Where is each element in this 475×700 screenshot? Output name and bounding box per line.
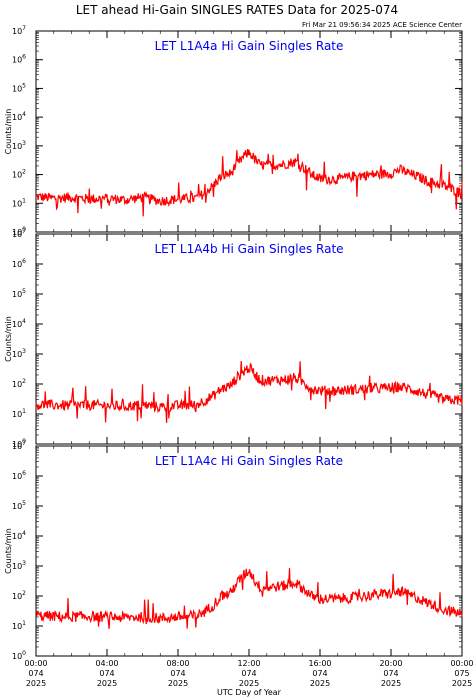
y-tick-exponent: 3: [22, 560, 26, 567]
y-tick-label: 100: [12, 438, 26, 449]
y-tick-exponent: 0: [22, 650, 26, 657]
y-tick-exponent: 5: [22, 288, 26, 295]
x-tick-label: 2025: [452, 679, 472, 688]
y-tick-exponent: 4: [22, 318, 26, 325]
y-tick-label: 105: [12, 500, 26, 511]
y-axis-label: Counts/min: [4, 109, 13, 155]
x-tick-label: 2025: [381, 679, 401, 688]
y-tick-label: 105: [12, 82, 26, 93]
y-tick-exponent: 4: [22, 111, 26, 118]
y-tick-exponent: 6: [22, 258, 26, 265]
series-line: [35, 360, 463, 423]
y-tick-label: 106: [12, 470, 26, 481]
x-tick-label: 08:00: [166, 659, 189, 668]
y-axis-label: Counts/min: [4, 528, 13, 574]
panel-frame: [35, 233, 463, 445]
y-tick-label: 107: [12, 25, 26, 36]
panel-frame: [35, 445, 463, 657]
x-tick-label: 16:00: [308, 659, 331, 668]
x-tick-label: 2025: [239, 679, 259, 688]
y-tick-label: 104: [12, 530, 26, 541]
y-tick-label: 100: [12, 650, 26, 661]
timestamp-label: Fri Mar 21 09:56:34 2025 ACE Science Cen…: [302, 21, 462, 29]
panel-title: LET L1A4a Hi Gain Singles Rate: [155, 39, 344, 53]
y-axis-label: Counts/min: [4, 316, 13, 362]
y-tick-label: 106: [12, 258, 26, 269]
y-tick-exponent: 7: [22, 228, 26, 235]
y-tick-label: 102: [12, 590, 26, 601]
x-tick-label: 074: [383, 669, 398, 678]
x-tick-label: 074: [312, 669, 327, 678]
y-tick-label: 104: [12, 318, 26, 329]
x-tick-label: 2025: [168, 679, 188, 688]
y-tick-exponent: 2: [22, 169, 26, 176]
y-tick-exponent: 1: [22, 408, 26, 415]
x-tick-label: 2025: [97, 679, 117, 688]
y-tick-exponent: 0: [22, 226, 26, 233]
panel-title: LET L1A4c Hi Gain Singles Rate: [155, 454, 343, 468]
y-tick-exponent: 3: [22, 348, 26, 355]
x-tick-label: 074: [170, 669, 185, 678]
x-tick-label: 00:00: [450, 659, 473, 668]
y-tick-label: 104: [12, 111, 26, 122]
x-tick-label: 04:00: [95, 659, 118, 668]
series-line: [35, 568, 463, 629]
y-tick-exponent: 1: [22, 197, 26, 204]
x-tick-label: 074: [99, 669, 114, 678]
series-line: [35, 149, 463, 217]
y-tick-exponent: 7: [22, 25, 26, 32]
panel-title: LET L1A4b Hi Gain Singles Rate: [154, 242, 343, 256]
y-tick-label: 101: [12, 408, 26, 419]
x-tick-label: 2025: [26, 679, 46, 688]
y-tick-label: 101: [12, 197, 26, 208]
y-tick-exponent: 1: [22, 620, 26, 627]
x-tick-label: 20:00: [379, 659, 402, 668]
y-tick-label: 100: [12, 226, 26, 237]
y-tick-label: 107: [12, 228, 26, 239]
y-tick-exponent: 4: [22, 530, 26, 537]
y-tick-exponent: 6: [22, 470, 26, 477]
y-tick-label: 106: [12, 54, 26, 65]
panel-frame: [35, 30, 463, 233]
x-tick-label: 00:00: [24, 659, 47, 668]
x-tick-label: 074: [28, 669, 43, 678]
y-tick-label: 103: [12, 560, 26, 571]
x-tick-label: 12:00: [237, 659, 260, 668]
y-tick-label: 101: [12, 620, 26, 631]
y-tick-exponent: 0: [22, 438, 26, 445]
y-tick-exponent: 2: [22, 378, 26, 385]
y-tick-label: 103: [12, 348, 26, 359]
chart-title: LET ahead Hi-Gain SINGLES RATES Data for…: [76, 3, 398, 17]
y-tick-exponent: 2: [22, 590, 26, 597]
y-tick-exponent: 5: [22, 82, 26, 89]
x-tick-label: 074: [241, 669, 256, 678]
y-tick-exponent: 6: [22, 54, 26, 61]
y-tick-label: 102: [12, 169, 26, 180]
x-tick-label: 2025: [310, 679, 330, 688]
x-tick-labels: 00:00074202504:00074202508:00074202512:0…: [24, 659, 473, 688]
x-axis-label: UTC Day of Year: [217, 688, 282, 697]
y-tick-label: 102: [12, 378, 26, 389]
x-tick-label: 075: [454, 669, 469, 678]
y-tick-label: 107: [12, 440, 26, 451]
y-tick-exponent: 7: [22, 440, 26, 447]
y-tick-label: 103: [12, 140, 26, 151]
y-tick-exponent: 5: [22, 500, 26, 507]
y-tick-exponent: 3: [22, 140, 26, 147]
y-tick-label: 105: [12, 288, 26, 299]
